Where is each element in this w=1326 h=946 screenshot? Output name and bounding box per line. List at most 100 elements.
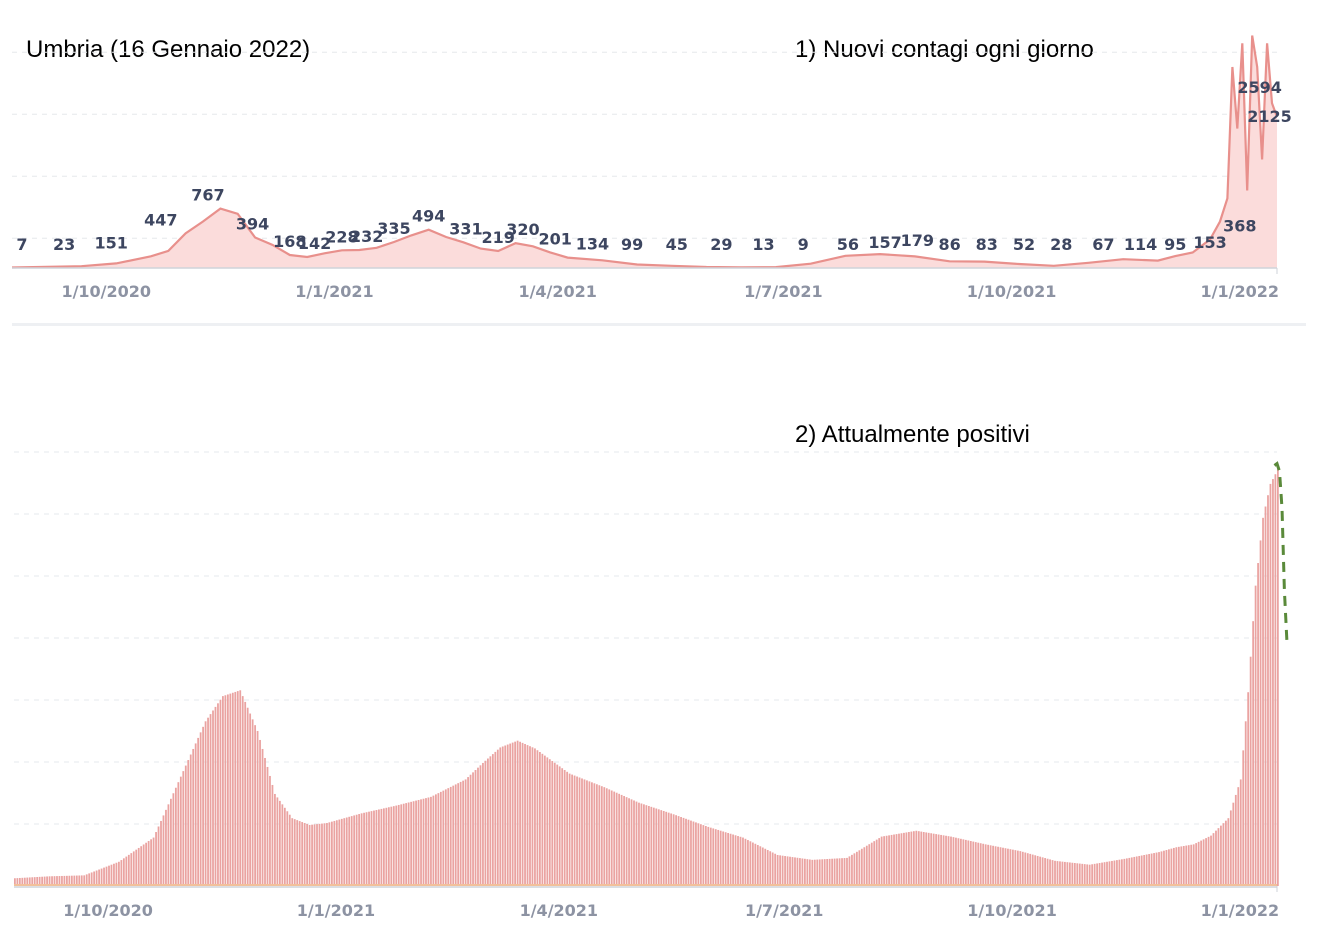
active-bar <box>360 813 363 886</box>
active-bar <box>543 755 546 886</box>
active-bar <box>1014 850 1017 886</box>
active-bar <box>1267 495 1269 886</box>
active-bar <box>556 764 559 886</box>
active-bar <box>504 745 507 886</box>
data-label: 28 <box>1050 235 1072 254</box>
active-bar <box>593 783 596 886</box>
active-bar <box>1220 825 1222 886</box>
active-bar <box>908 832 910 886</box>
active-bar <box>967 840 970 886</box>
active-bar <box>1172 847 1175 886</box>
active-bar <box>635 801 638 886</box>
data-label: 2125 <box>1247 107 1292 126</box>
active-bar <box>521 742 524 886</box>
active-bar <box>375 810 378 886</box>
active-bar <box>1182 846 1185 886</box>
active-bar <box>761 847 764 886</box>
active-bar <box>1086 864 1089 886</box>
active-bar <box>474 770 477 886</box>
active-bar <box>313 824 316 886</box>
active-bar <box>628 798 630 886</box>
active-bar <box>905 832 908 886</box>
active-bar <box>348 816 351 886</box>
active-bar <box>301 822 304 886</box>
data-label: 99 <box>621 235 643 254</box>
active-bar <box>1081 863 1084 886</box>
active-bar <box>910 831 913 886</box>
active-bar <box>489 756 492 886</box>
data-label: 394 <box>236 214 269 233</box>
active-bar <box>719 830 722 886</box>
active-bar <box>48 876 51 886</box>
data-label: 153 <box>1193 233 1226 252</box>
active-bar <box>1239 779 1242 886</box>
active-bar <box>766 850 769 886</box>
active-bar <box>1272 479 1274 886</box>
active-bar <box>31 877 34 886</box>
active-bar <box>823 859 826 886</box>
active-bar <box>444 789 447 886</box>
data-label: 228 <box>325 227 358 246</box>
active-bar <box>194 743 197 886</box>
x-tick-label: 1/1/2022 <box>1201 901 1279 920</box>
active-bar <box>405 803 408 886</box>
active-bar <box>1224 820 1227 886</box>
active-bar <box>350 816 353 886</box>
active-bar <box>935 834 938 886</box>
active-bar <box>140 846 143 886</box>
active-bar <box>974 842 977 886</box>
active-bar <box>387 807 390 886</box>
active-bar <box>1108 861 1111 886</box>
active-bar <box>1076 863 1079 886</box>
active-bar <box>276 797 279 886</box>
active-bar <box>345 817 348 886</box>
active-bar <box>51 876 53 886</box>
active-bar <box>937 834 940 886</box>
data-label: 114 <box>1124 235 1157 254</box>
active-bar <box>236 691 239 886</box>
active-bar <box>454 784 457 886</box>
active-bar <box>964 839 967 886</box>
active-bar <box>464 779 467 886</box>
active-bar <box>103 867 105 886</box>
chart-title-active-positives: 2) Attualmente positivi <box>795 421 1030 448</box>
active-bar <box>1051 860 1054 886</box>
active-bar <box>95 870 98 886</box>
active-bar <box>734 835 737 886</box>
active-bar <box>160 820 162 886</box>
active-bar <box>269 775 271 886</box>
active-bar <box>296 820 299 886</box>
active-bar <box>467 777 469 886</box>
active-bar <box>1024 852 1027 886</box>
active-bar <box>88 873 91 886</box>
active-bar <box>439 791 442 886</box>
active-bar <box>826 859 829 886</box>
active-bar <box>1205 838 1207 886</box>
active-bar <box>167 804 170 886</box>
active-bar <box>655 808 658 886</box>
active-bar <box>293 819 296 886</box>
active-bar <box>509 743 512 886</box>
active-bar <box>199 732 202 886</box>
chart-title-new-cases: 1) Nuovi contagi ogni giorno <box>795 36 1094 63</box>
active-bar <box>373 810 375 886</box>
active-bar <box>898 833 900 886</box>
active-bar <box>1259 540 1262 886</box>
active-bar <box>209 714 212 886</box>
active-bar <box>437 793 440 886</box>
data-label: 494 <box>412 207 445 226</box>
active-bar <box>397 804 400 886</box>
active-bar <box>340 818 343 886</box>
active-bar <box>749 841 752 886</box>
active-bar <box>1138 855 1141 886</box>
active-bar <box>281 804 284 886</box>
active-bar <box>1234 794 1237 886</box>
active-bar <box>1007 848 1009 886</box>
active-bar <box>618 793 621 886</box>
active-bar <box>83 875 86 886</box>
active-bar <box>1274 474 1277 886</box>
active-bar <box>484 760 487 886</box>
active-bar <box>162 815 165 886</box>
active-bar <box>1071 862 1074 886</box>
active-bar <box>449 786 452 886</box>
